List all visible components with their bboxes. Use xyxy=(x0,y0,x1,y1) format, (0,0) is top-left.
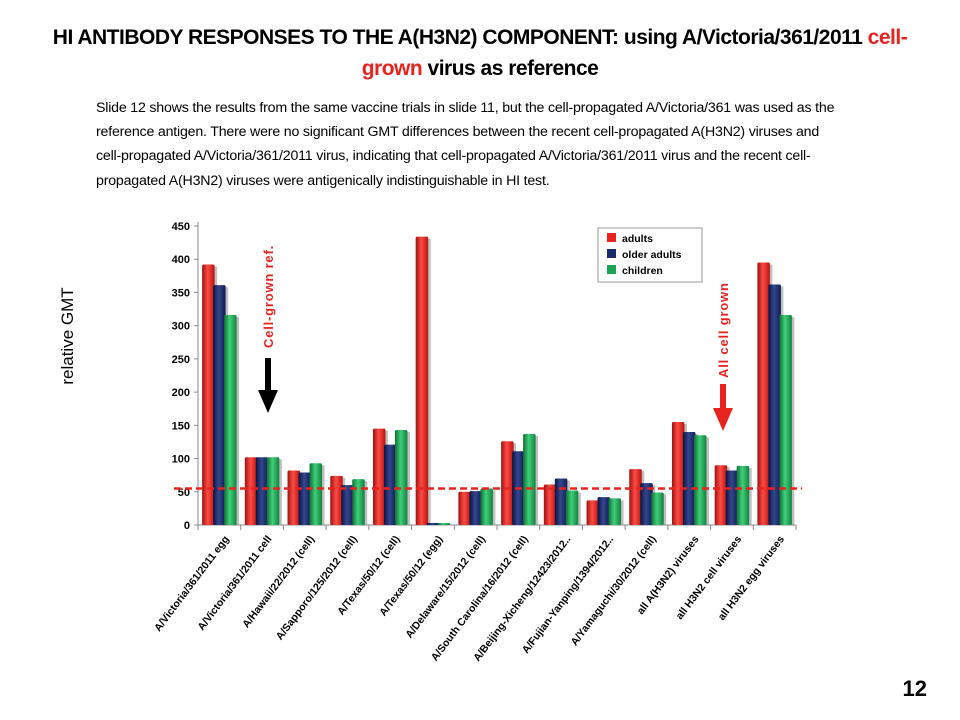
x-category-label: A/Sapporo/125/2012 (cell) xyxy=(274,534,360,643)
y-axis: 0 50 100 150 200 250 300 350 400 450 xyxy=(172,221,198,532)
bar-children-10 xyxy=(651,492,664,525)
bar-children-13 xyxy=(779,315,792,525)
x-category-label: A/Fujian-Yanping/1394/2012.. xyxy=(520,534,616,656)
x-axis: A/Victoria/361/2011 eggA/Victoria/361/20… xyxy=(152,533,787,663)
y-tick-label: 300 xyxy=(172,321,190,333)
bar-adults-11 xyxy=(671,422,685,525)
bar-older-adults-6 xyxy=(469,491,482,525)
bar-older-adults-1 xyxy=(255,457,269,525)
bar-older-adults-13 xyxy=(768,284,781,525)
bar-children-1 xyxy=(266,457,280,525)
bar-adults-12 xyxy=(714,465,728,525)
bar-older-adults-12 xyxy=(725,470,739,525)
legend-label-children: children xyxy=(622,265,663,277)
bar-older-adults-0 xyxy=(213,285,226,525)
bar-older-adults-2 xyxy=(298,472,312,525)
bar-older-adults-8 xyxy=(554,478,568,525)
bar-older-adults-11 xyxy=(682,431,696,525)
y-tick-label: 400 xyxy=(172,254,190,266)
legend-label-older-adults: older adults xyxy=(622,249,682,261)
y-tick-label: 250 xyxy=(172,354,190,366)
bar-children-5 xyxy=(437,523,451,525)
bar-children-11 xyxy=(693,435,707,525)
bar-adults-10 xyxy=(629,469,642,525)
bar-children-0 xyxy=(224,315,237,525)
annotation-cell-grown-ref: Cell-grown ref. xyxy=(261,245,276,348)
arrow-down-icon xyxy=(265,358,271,392)
title-main: HI ANTIBODY RESPONSES TO THE A(H3N2) COM… xyxy=(52,26,868,49)
bar-adults-6 xyxy=(458,491,471,525)
title-accent-grown: grown xyxy=(361,57,423,80)
bar-adults-13 xyxy=(757,262,770,525)
legend: adults older adults children xyxy=(597,227,703,283)
y-tick-label: 200 xyxy=(172,387,190,399)
y-tick-label: 100 xyxy=(172,454,190,466)
bar-adults-9 xyxy=(586,500,600,525)
y-tick-label: 350 xyxy=(172,287,190,299)
legend-swatch-adults xyxy=(607,233,616,242)
bar-children-7 xyxy=(523,433,536,525)
title-accent-cell: cell- xyxy=(867,26,908,49)
bar-older-adults-3 xyxy=(341,485,354,525)
bar-older-adults-5 xyxy=(426,523,440,525)
bar-children-2 xyxy=(309,463,323,525)
legend-swatch-older-adults xyxy=(607,249,616,258)
annotations: Cell-grown ref. All cell grown xyxy=(258,245,733,431)
bar-adults-4 xyxy=(372,428,386,525)
red-arrow-icon xyxy=(720,384,726,410)
bar-children-6 xyxy=(480,488,493,525)
bar-children-9 xyxy=(608,498,622,525)
x-category-label: A/Victoria/361/2011 egg xyxy=(152,534,232,634)
bar-adults-0 xyxy=(202,264,215,525)
bar-older-adults-4 xyxy=(383,444,397,525)
slide-title: HI ANTIBODY RESPONSES TO THE A(H3N2) COM… xyxy=(20,22,940,84)
red-arrowhead-icon xyxy=(713,408,733,431)
bars-group xyxy=(202,236,795,525)
y-tick-label: 150 xyxy=(172,420,190,432)
x-category-label: A/Hawaii/22/2012 (cell) xyxy=(240,534,317,631)
bar-adults-8 xyxy=(543,484,557,525)
y-tick-label: 0 xyxy=(184,520,190,532)
y-tick-label: 50 xyxy=(178,487,190,499)
annotation-all-cell-grown: All cell grown xyxy=(716,282,731,378)
bar-children-3 xyxy=(352,479,365,525)
bar-older-adults-10 xyxy=(640,483,653,525)
title-tail: virus as reference xyxy=(422,57,599,80)
bar-children-8 xyxy=(565,490,579,525)
bar-adults-3 xyxy=(330,475,343,525)
bar-children-12 xyxy=(736,465,750,525)
bar-adults-2 xyxy=(287,470,301,525)
x-category-label: A/Yamaguchi/30/2012 (cell) xyxy=(569,534,659,648)
page-number: 12 xyxy=(902,676,927,701)
slide-body-text: Slide 12 shows the results from the same… xyxy=(96,100,835,189)
y-tick-label: 450 xyxy=(172,221,190,233)
x-category-label: A/Victoria/361/2011 cell xyxy=(195,534,274,633)
bar-older-adults-9 xyxy=(597,497,611,525)
bar-children-4 xyxy=(394,429,408,525)
bar-adults-5 xyxy=(415,236,429,525)
legend-swatch-children xyxy=(607,265,616,274)
arrowhead-down-icon xyxy=(258,390,278,413)
x-category-label: A/Delaware/15/2012 (cell) xyxy=(403,534,488,641)
bar-adults-1 xyxy=(244,457,258,525)
legend-label-adults: adults xyxy=(622,233,653,245)
bar-adults-7 xyxy=(501,441,514,525)
